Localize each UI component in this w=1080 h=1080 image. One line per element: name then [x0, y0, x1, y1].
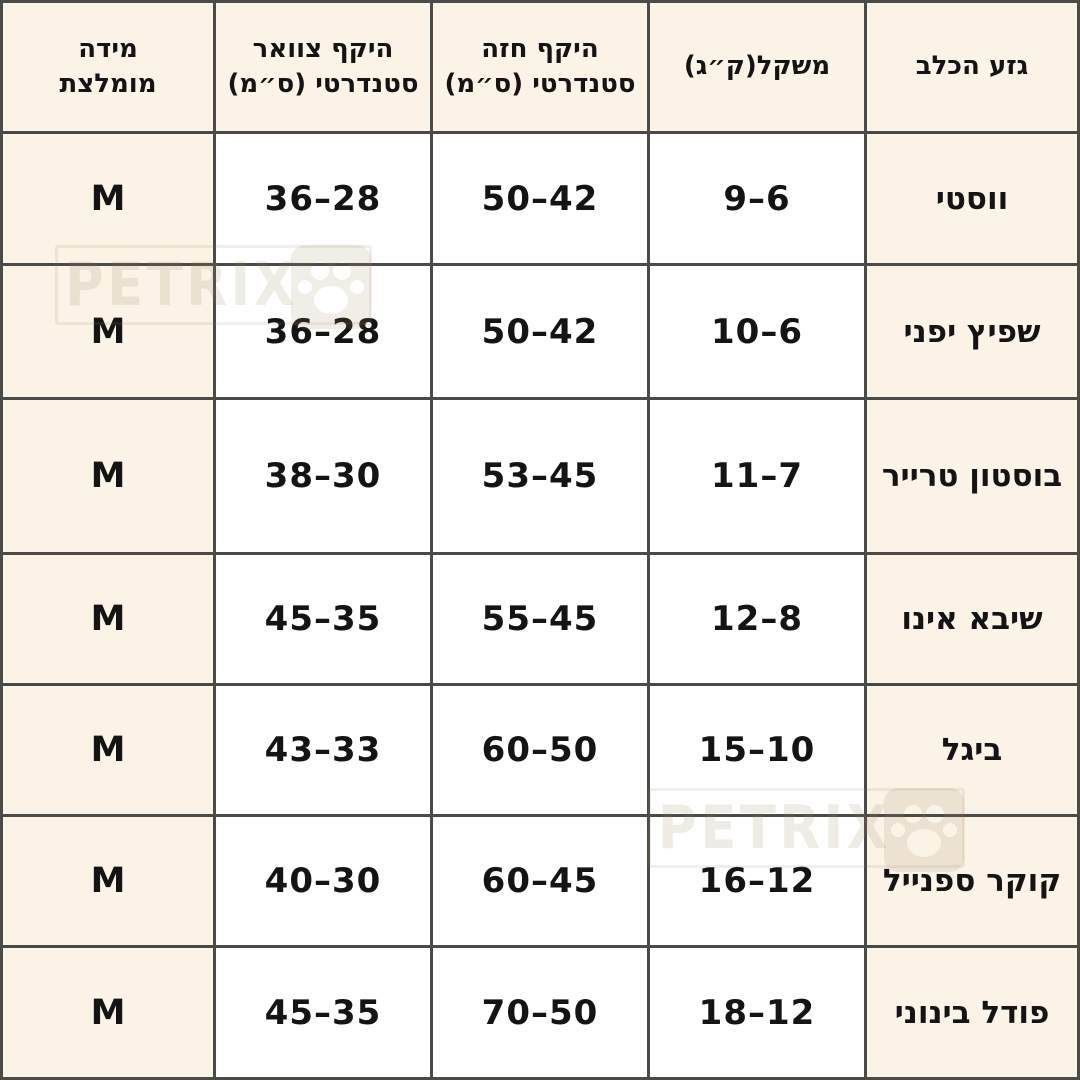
neck-cell: 36–28 [213, 134, 430, 266]
header-neck-line1: היקף צוואר [252, 33, 394, 64]
header-cell-neck: היקף צוואר סטנדרטי (ס״מ) [213, 0, 430, 134]
chest-cell: 60–45 [430, 817, 647, 948]
breed-cell: שיבא אינו [864, 555, 1080, 686]
header-size-line2: מומלצת [59, 69, 157, 99]
weight-cell: 9–6 [647, 134, 864, 266]
chest-cell: 60–50 [430, 686, 647, 817]
chest-cell: 55–45 [430, 555, 647, 686]
header-size-line1: מידה [78, 33, 138, 64]
neck-cell: 40–30 [213, 817, 430, 948]
chest-cell: 50–42 [430, 134, 647, 266]
size-cell: M [0, 134, 213, 266]
header-cell-breed: גזע הכלב [864, 0, 1080, 134]
neck-cell: 36–28 [213, 266, 430, 400]
size-cell: M [0, 948, 213, 1080]
neck-cell: 45–35 [213, 555, 430, 686]
header-neck-line2: סטנדרטי (ס״מ) [227, 69, 419, 99]
header-cell-weight: משקל(ק״ג) [647, 0, 864, 134]
size-cell: M [0, 400, 213, 555]
header-breed-line1: גזע הכלב [915, 51, 1029, 82]
size-cell: M [0, 686, 213, 817]
breed-cell: שפיץ יפני [864, 266, 1080, 400]
breed-cell: ווסטי [864, 134, 1080, 266]
weight-cell: 18–12 [647, 948, 864, 1080]
header-chest-line2: סטנדרטי (ס״מ) [444, 69, 636, 99]
header-weight-line1: משקל(ק״ג) [683, 51, 831, 82]
header-cell-size: מידה מומלצת [0, 0, 213, 134]
header-cell-chest: היקף חזה סטנדרטי (ס״מ) [430, 0, 647, 134]
breed-cell: בוסטון טרייר [864, 400, 1080, 555]
weight-cell: 11–7 [647, 400, 864, 555]
chest-cell: 53–45 [430, 400, 647, 555]
weight-cell: 10–6 [647, 266, 864, 400]
neck-cell: 43–33 [213, 686, 430, 817]
breed-cell: ביגל [864, 686, 1080, 817]
weight-cell: 15–10 [647, 686, 864, 817]
size-cell: M [0, 555, 213, 686]
chest-cell: 50–42 [430, 266, 647, 400]
neck-cell: 38–30 [213, 400, 430, 555]
breed-cell: קוקר ספנייל [864, 817, 1080, 948]
weight-cell: 16–12 [647, 817, 864, 948]
neck-cell: 45–35 [213, 948, 430, 1080]
size-cell: M [0, 817, 213, 948]
weight-cell: 12–8 [647, 555, 864, 686]
breed-cell: פודל בינוני [864, 948, 1080, 1080]
header-chest-line1: היקף חזה [481, 33, 599, 64]
chest-cell: 70–50 [430, 948, 647, 1080]
size-cell: M [0, 266, 213, 400]
